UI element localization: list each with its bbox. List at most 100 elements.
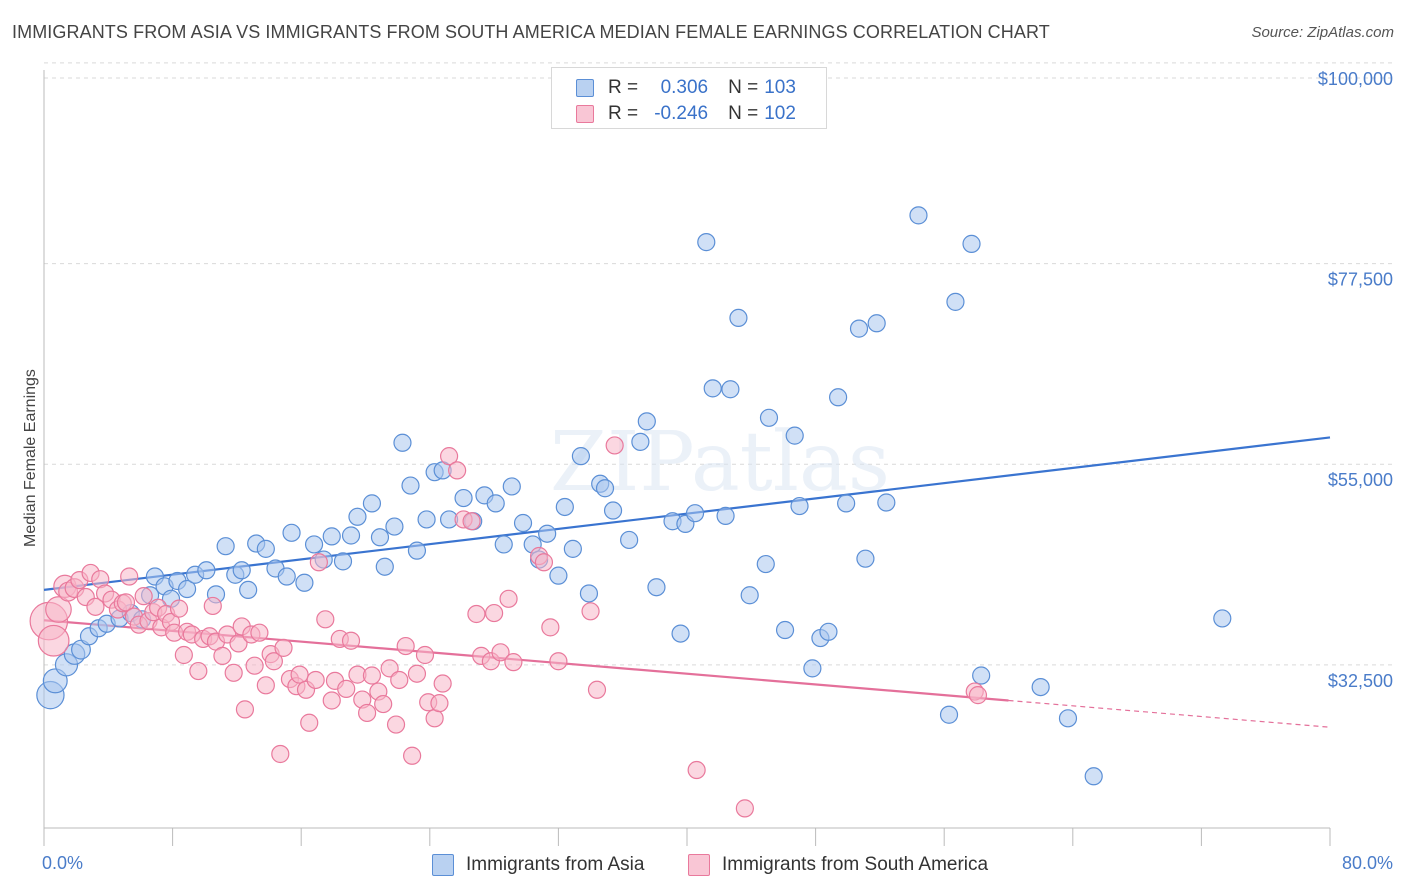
asia-point [502, 477, 521, 496]
asia-point [486, 494, 505, 513]
south-america-legend-label: Immigrants from South America [722, 854, 989, 875]
south-america-point [322, 691, 341, 710]
asia-point [277, 567, 296, 586]
x-tick-label: 0.0% [42, 853, 83, 873]
south-america-point [358, 703, 377, 723]
south-america-point [86, 597, 105, 616]
south-america-point [306, 670, 325, 690]
south-america-point [549, 652, 568, 671]
south-america-point [581, 602, 600, 621]
south-america-point [467, 604, 486, 624]
asia-legend-swatch [432, 854, 454, 876]
asia-point [295, 573, 314, 592]
asia-point [304, 535, 324, 554]
south-america-point [386, 715, 406, 734]
south-america-point [407, 664, 427, 683]
south-america-point [390, 670, 409, 690]
asia-point [620, 530, 639, 550]
south-america-point [300, 713, 319, 732]
asia-point [333, 552, 353, 571]
south-america-point [541, 618, 560, 637]
south-america-point [968, 686, 988, 705]
south-america-point [403, 746, 422, 765]
asia-point [939, 705, 959, 724]
asia-point [775, 620, 795, 640]
south-america-point [462, 512, 481, 531]
asia-point [407, 541, 427, 560]
south-america-point [430, 694, 449, 713]
asia-point [703, 379, 722, 398]
south-america-point [425, 709, 444, 728]
south-america-point [274, 638, 293, 657]
asia-point [494, 535, 513, 554]
south-america-point [169, 599, 189, 618]
south-america-point [116, 593, 136, 612]
south-america-point [439, 447, 459, 466]
asia-point [729, 308, 748, 328]
series-legend-south-america: Immigrants from South America [688, 852, 988, 878]
asia-point [348, 507, 367, 526]
asia-point [216, 537, 235, 556]
south-america-point [687, 760, 706, 780]
south-america-point [485, 603, 504, 623]
y-tick-label: $77,500 [1328, 270, 1393, 290]
south-america-point [134, 587, 153, 606]
asia-point [631, 432, 650, 451]
data-points [29, 206, 1232, 818]
asia-point [538, 524, 557, 543]
south-america-point [213, 646, 232, 665]
asia-point [946, 292, 965, 311]
asia-swatch [576, 79, 594, 97]
legend-row-south-america: R = -0.246 N = 102 [576, 102, 796, 126]
asia-point [197, 561, 216, 580]
south-america-point [341, 631, 361, 650]
asia-point [819, 622, 838, 641]
asia-point [1058, 709, 1078, 728]
south-america-point [235, 700, 255, 719]
y-tick-label: $55,000 [1328, 470, 1393, 490]
r-value: -0.246 [654, 103, 709, 124]
asia-point [177, 579, 197, 599]
asia-point [721, 380, 740, 399]
south-america-point [290, 665, 309, 684]
asia-point [401, 476, 420, 495]
asia-legend-label: Immigrants from Asia [466, 854, 645, 875]
south-america-point [362, 666, 382, 685]
south-america-point [587, 680, 607, 699]
asia-point [417, 510, 436, 529]
asia-point [393, 433, 412, 452]
r-label: R = [608, 103, 639, 124]
asia-point [454, 488, 473, 508]
asia-point [716, 506, 735, 525]
south-america-point [120, 567, 139, 586]
asia-point [759, 408, 779, 427]
south-america-point [337, 679, 356, 698]
legend-row-asia: R = 0.306 N = 103 [576, 76, 796, 100]
south-america-point [264, 652, 283, 671]
n-label: N = [728, 103, 759, 124]
south-america-point [491, 643, 510, 662]
south-america-legend-swatch [688, 854, 710, 876]
asia-point [647, 578, 666, 597]
n-value: 102 [764, 103, 796, 124]
south-america-point [316, 610, 335, 629]
asia-point [785, 426, 804, 445]
stats-legend: R = 0.306 N = 103 R = -0.246 N = 102 [551, 67, 827, 129]
asia-point [370, 528, 390, 547]
asia-point [829, 388, 848, 407]
asia-point [756, 554, 775, 574]
source-label: Source: ZipAtlas.com [1251, 24, 1394, 41]
south-america-point [605, 436, 624, 455]
asia-point [595, 479, 615, 498]
asia-point [571, 447, 591, 466]
series-legend-asia: Immigrants from Asia [432, 852, 644, 878]
south-america-point [735, 799, 754, 818]
y-axis-title: Median Female Earnings [22, 369, 39, 547]
south-america-point [380, 659, 399, 678]
asia-point [697, 233, 716, 252]
asia-point [563, 539, 582, 558]
south-america-point [448, 461, 467, 480]
south-america-trend-extension [1008, 699, 1331, 728]
asia-point [256, 539, 275, 558]
